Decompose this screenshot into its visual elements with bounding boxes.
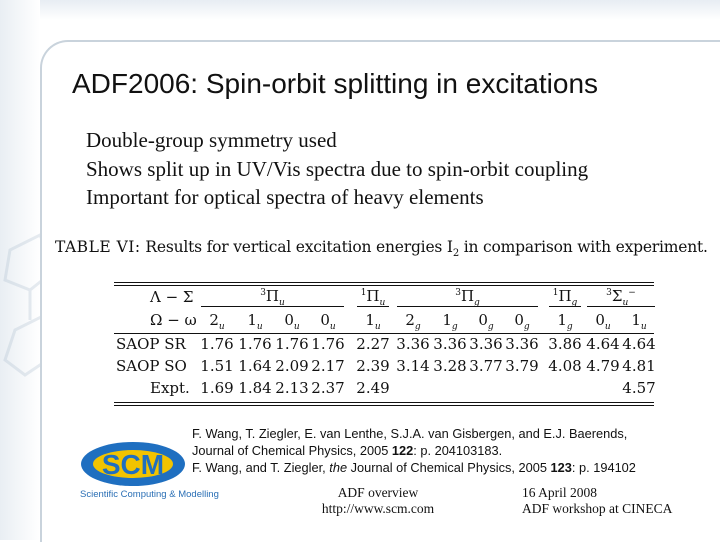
reference-2-page: : p. 194102 (571, 460, 636, 475)
omega-cell: 1u (365, 311, 381, 332)
footer-right-line-1: 16 April 2008 (522, 485, 598, 500)
header-omega: Ω − ω (150, 311, 197, 329)
scm-logo-caption: Scientific Computing & Modelling (80, 489, 219, 500)
omega-cell: 1u (247, 311, 263, 332)
table-bottom-rule (114, 402, 654, 403)
background-top-band (0, 0, 720, 20)
group-underline (587, 306, 655, 307)
group-header: 3Πu (260, 287, 285, 308)
table-caption-text: Results for vertical excitation energies… (145, 238, 453, 256)
footer-center-line-1: ADF overview (337, 485, 419, 500)
group-header: 3Πg (455, 287, 480, 308)
table-cell: 4.81 (622, 357, 656, 375)
reference-1-line-1: F. Wang, T. Ziegler, E. van Lenthe, S.J.… (192, 426, 628, 441)
reference-2: F. Wang, and T. Ziegler, the Journal of … (192, 459, 636, 476)
reference-2-authors: F. Wang, and T. Ziegler, (192, 460, 330, 475)
table-cell: 3.86 (548, 335, 582, 353)
footer-center-line-2[interactable]: http://www.scm.com (321, 501, 435, 516)
group-header: 3Σu− (606, 287, 636, 308)
group-header: 1Πg (552, 287, 578, 308)
bullet-item: Double-group symmetry used (86, 128, 337, 152)
table-cell: 1.76 (238, 335, 272, 353)
table-cell: 2.27 (356, 335, 390, 353)
group-header: 1Πu (360, 287, 386, 308)
group-underline (397, 306, 538, 307)
table-cell: 3.77 (469, 357, 503, 375)
scm-logo-icon: SCM (81, 442, 185, 486)
background-left-band (0, 0, 40, 540)
table-cell: 1.64 (238, 357, 272, 375)
table-cell: 4.57 (622, 379, 656, 397)
table-cell: 3.36 (505, 335, 539, 353)
table-cell: 2.17 (311, 357, 345, 375)
table-cell: 3.28 (433, 357, 467, 375)
table-cell: 2.09 (275, 357, 309, 375)
bullet-item: Important for optical spectra of heavy e… (86, 185, 484, 209)
table-cell: 4.64 (586, 335, 620, 353)
bullet-item: Shows split up in UV/Vis spectra due to … (86, 156, 589, 181)
table-caption-sub: 2 (452, 248, 459, 260)
table-cell: 1.76 (200, 335, 234, 353)
table-mid-rule (114, 333, 654, 334)
table-cell: 3.79 (505, 357, 539, 375)
table-cell: 1.69 (200, 379, 234, 397)
bullet-list: Double-group symmetry used Shows split u… (86, 126, 588, 212)
row-label: SAOP SR (116, 335, 186, 353)
row-label: Expt. (150, 379, 190, 397)
group-underline (357, 306, 389, 307)
table-cell: 1.51 (200, 357, 234, 375)
table-caption: TABLE VI: Results for vertical excitatio… (55, 238, 708, 259)
reference-2-journal: Journal of Chemical Physics, 2005 (347, 460, 551, 475)
omega-cell: 0u (284, 311, 300, 332)
table-cell: 1.76 (311, 335, 345, 353)
omega-cell: 0g (514, 311, 530, 332)
omega-cell: 1g (557, 311, 573, 332)
table-bottom-rule-2 (114, 405, 654, 406)
table-cell: 3.14 (396, 357, 430, 375)
table-caption-rest: in comparison with experiment. (459, 238, 708, 256)
table-caption-label: TABLE VI: (55, 238, 141, 256)
scm-logo-text: SCM (102, 449, 164, 480)
table-cell: 4.79 (586, 357, 620, 375)
table-cell: 2.13 (275, 379, 309, 397)
footer-center: ADF overview http://www.scm.com (318, 485, 438, 517)
header-lambda-sigma: Λ − Σ (150, 288, 194, 306)
table-cell: 2.39 (356, 357, 390, 375)
table-cell: 2.37 (311, 379, 345, 397)
reference-1-journal: Journal of Chemical Physics, 2005 (192, 443, 392, 458)
row-label: SAOP SO (116, 357, 187, 375)
omega-cell: 2g (405, 311, 421, 332)
omega-cell: 1u (631, 311, 647, 332)
table-cell: 1.84 (238, 379, 272, 397)
group-underline (549, 306, 581, 307)
reference-1-page: : p. 204103183. (413, 443, 503, 458)
table-cell: 3.36 (396, 335, 430, 353)
references: F. Wang, T. Ziegler, E. van Lenthe, S.J.… (192, 425, 636, 476)
reference-1-volume: 122 (391, 443, 414, 458)
footer-right-line-2: ADF workshop at CINECA (522, 501, 673, 516)
table-cell: 4.08 (548, 357, 582, 375)
omega-cell: 1g (442, 311, 458, 332)
reference-1-line-2: Journal of Chemical Physics, 2005 122: p… (192, 442, 636, 459)
omega-cell: 2u (209, 311, 225, 332)
table-cell: 3.36 (469, 335, 503, 353)
footer-right: 16 April 2008 ADF workshop at CINECA (522, 485, 672, 517)
table-cell: 2.49 (356, 379, 390, 397)
table-top-rule-2 (114, 285, 654, 286)
table-cell: 1.76 (275, 335, 309, 353)
table-cell: 4.64 (622, 335, 656, 353)
table-cell: 3.36 (433, 335, 467, 353)
group-underline (201, 306, 344, 307)
omega-cell: 0u (320, 311, 336, 332)
omega-cell: 0u (595, 311, 611, 332)
slide-title: ADF2006: Spin-orbit splitting in excitat… (72, 68, 599, 99)
omega-cell: 0g (478, 311, 494, 332)
table-top-rule (114, 282, 654, 283)
reference-2-volume: 123 (550, 460, 572, 475)
reference-2-the: the (329, 460, 348, 475)
